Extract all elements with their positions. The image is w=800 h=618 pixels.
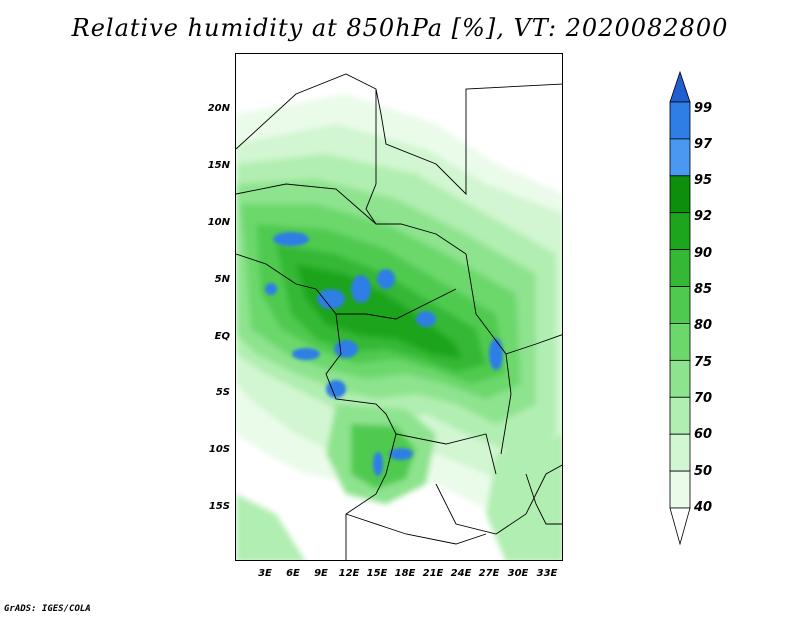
colorbar-segment-5 — [669, 249, 691, 287]
colorbar-label-75: 75 — [694, 355, 713, 370]
colorbar-top-arrow — [669, 70, 691, 103]
colorbar-segment-3 — [669, 175, 691, 214]
colorbar-bottom-arrow — [669, 507, 691, 546]
lon-label-12e: 12E — [338, 568, 360, 579]
colorbar-label-40: 40 — [694, 500, 713, 515]
humidity-field — [236, 54, 562, 560]
lon-label-9e: 9E — [314, 568, 328, 579]
colorbar — [669, 70, 691, 546]
colorbar-segment-4 — [669, 212, 691, 251]
colorbar-label-50: 50 — [694, 464, 713, 479]
lon-label-18e: 18E — [394, 568, 416, 579]
colorbar-label-99: 99 — [694, 101, 713, 116]
colorbar-segment-1 — [669, 101, 691, 140]
lon-label-21e: 21E — [422, 568, 444, 579]
lat-label-5n: 5N — [214, 274, 230, 285]
lon-label-27e: 27E — [478, 568, 500, 579]
colorbar-segment-6 — [669, 286, 691, 324]
lat-label-15n: 15N — [207, 160, 230, 171]
colorbar-segment-2 — [669, 138, 691, 177]
colorbar-label-95: 95 — [694, 173, 713, 188]
lat-label-20n: 20N — [207, 103, 230, 114]
lon-label-33e: 33E — [536, 568, 558, 579]
colorbar-label-97: 97 — [694, 137, 713, 152]
map-panel — [235, 53, 563, 561]
lat-label-10s: 10S — [208, 444, 230, 455]
colorbar-segment-7 — [669, 323, 691, 361]
colorbar-label-92: 92 — [694, 209, 713, 224]
colorbar-label-90: 90 — [694, 246, 713, 261]
colorbar-segments — [669, 70, 691, 546]
lon-label-3e: 3E — [258, 568, 272, 579]
colorbar-label-85: 85 — [694, 282, 713, 297]
colorbar-segment-9 — [669, 396, 691, 435]
lon-label-24e: 24E — [450, 568, 472, 579]
colorbar-label-80: 80 — [694, 318, 713, 333]
lat-label-15s: 15S — [208, 501, 230, 512]
lat-label-5s: 5S — [215, 387, 230, 398]
lon-label-6e: 6E — [286, 568, 300, 579]
colorbar-segment-11 — [669, 470, 691, 509]
lat-label-10n: 10N — [207, 217, 230, 228]
colorbar-label-60: 60 — [694, 427, 713, 442]
lon-label-15e: 15E — [366, 568, 388, 579]
lon-label-30e: 30E — [507, 568, 529, 579]
colorbar-segment-10 — [669, 433, 691, 472]
colorbar-label-70: 70 — [694, 391, 713, 406]
lat-label-eq: EQ — [214, 331, 230, 342]
colorbar-segment-8 — [669, 359, 691, 398]
grads-credit: GrADS: IGES/COLA — [4, 604, 91, 614]
map-title: Relative humidity at 850hPa [%], VT: 202… — [71, 14, 729, 42]
